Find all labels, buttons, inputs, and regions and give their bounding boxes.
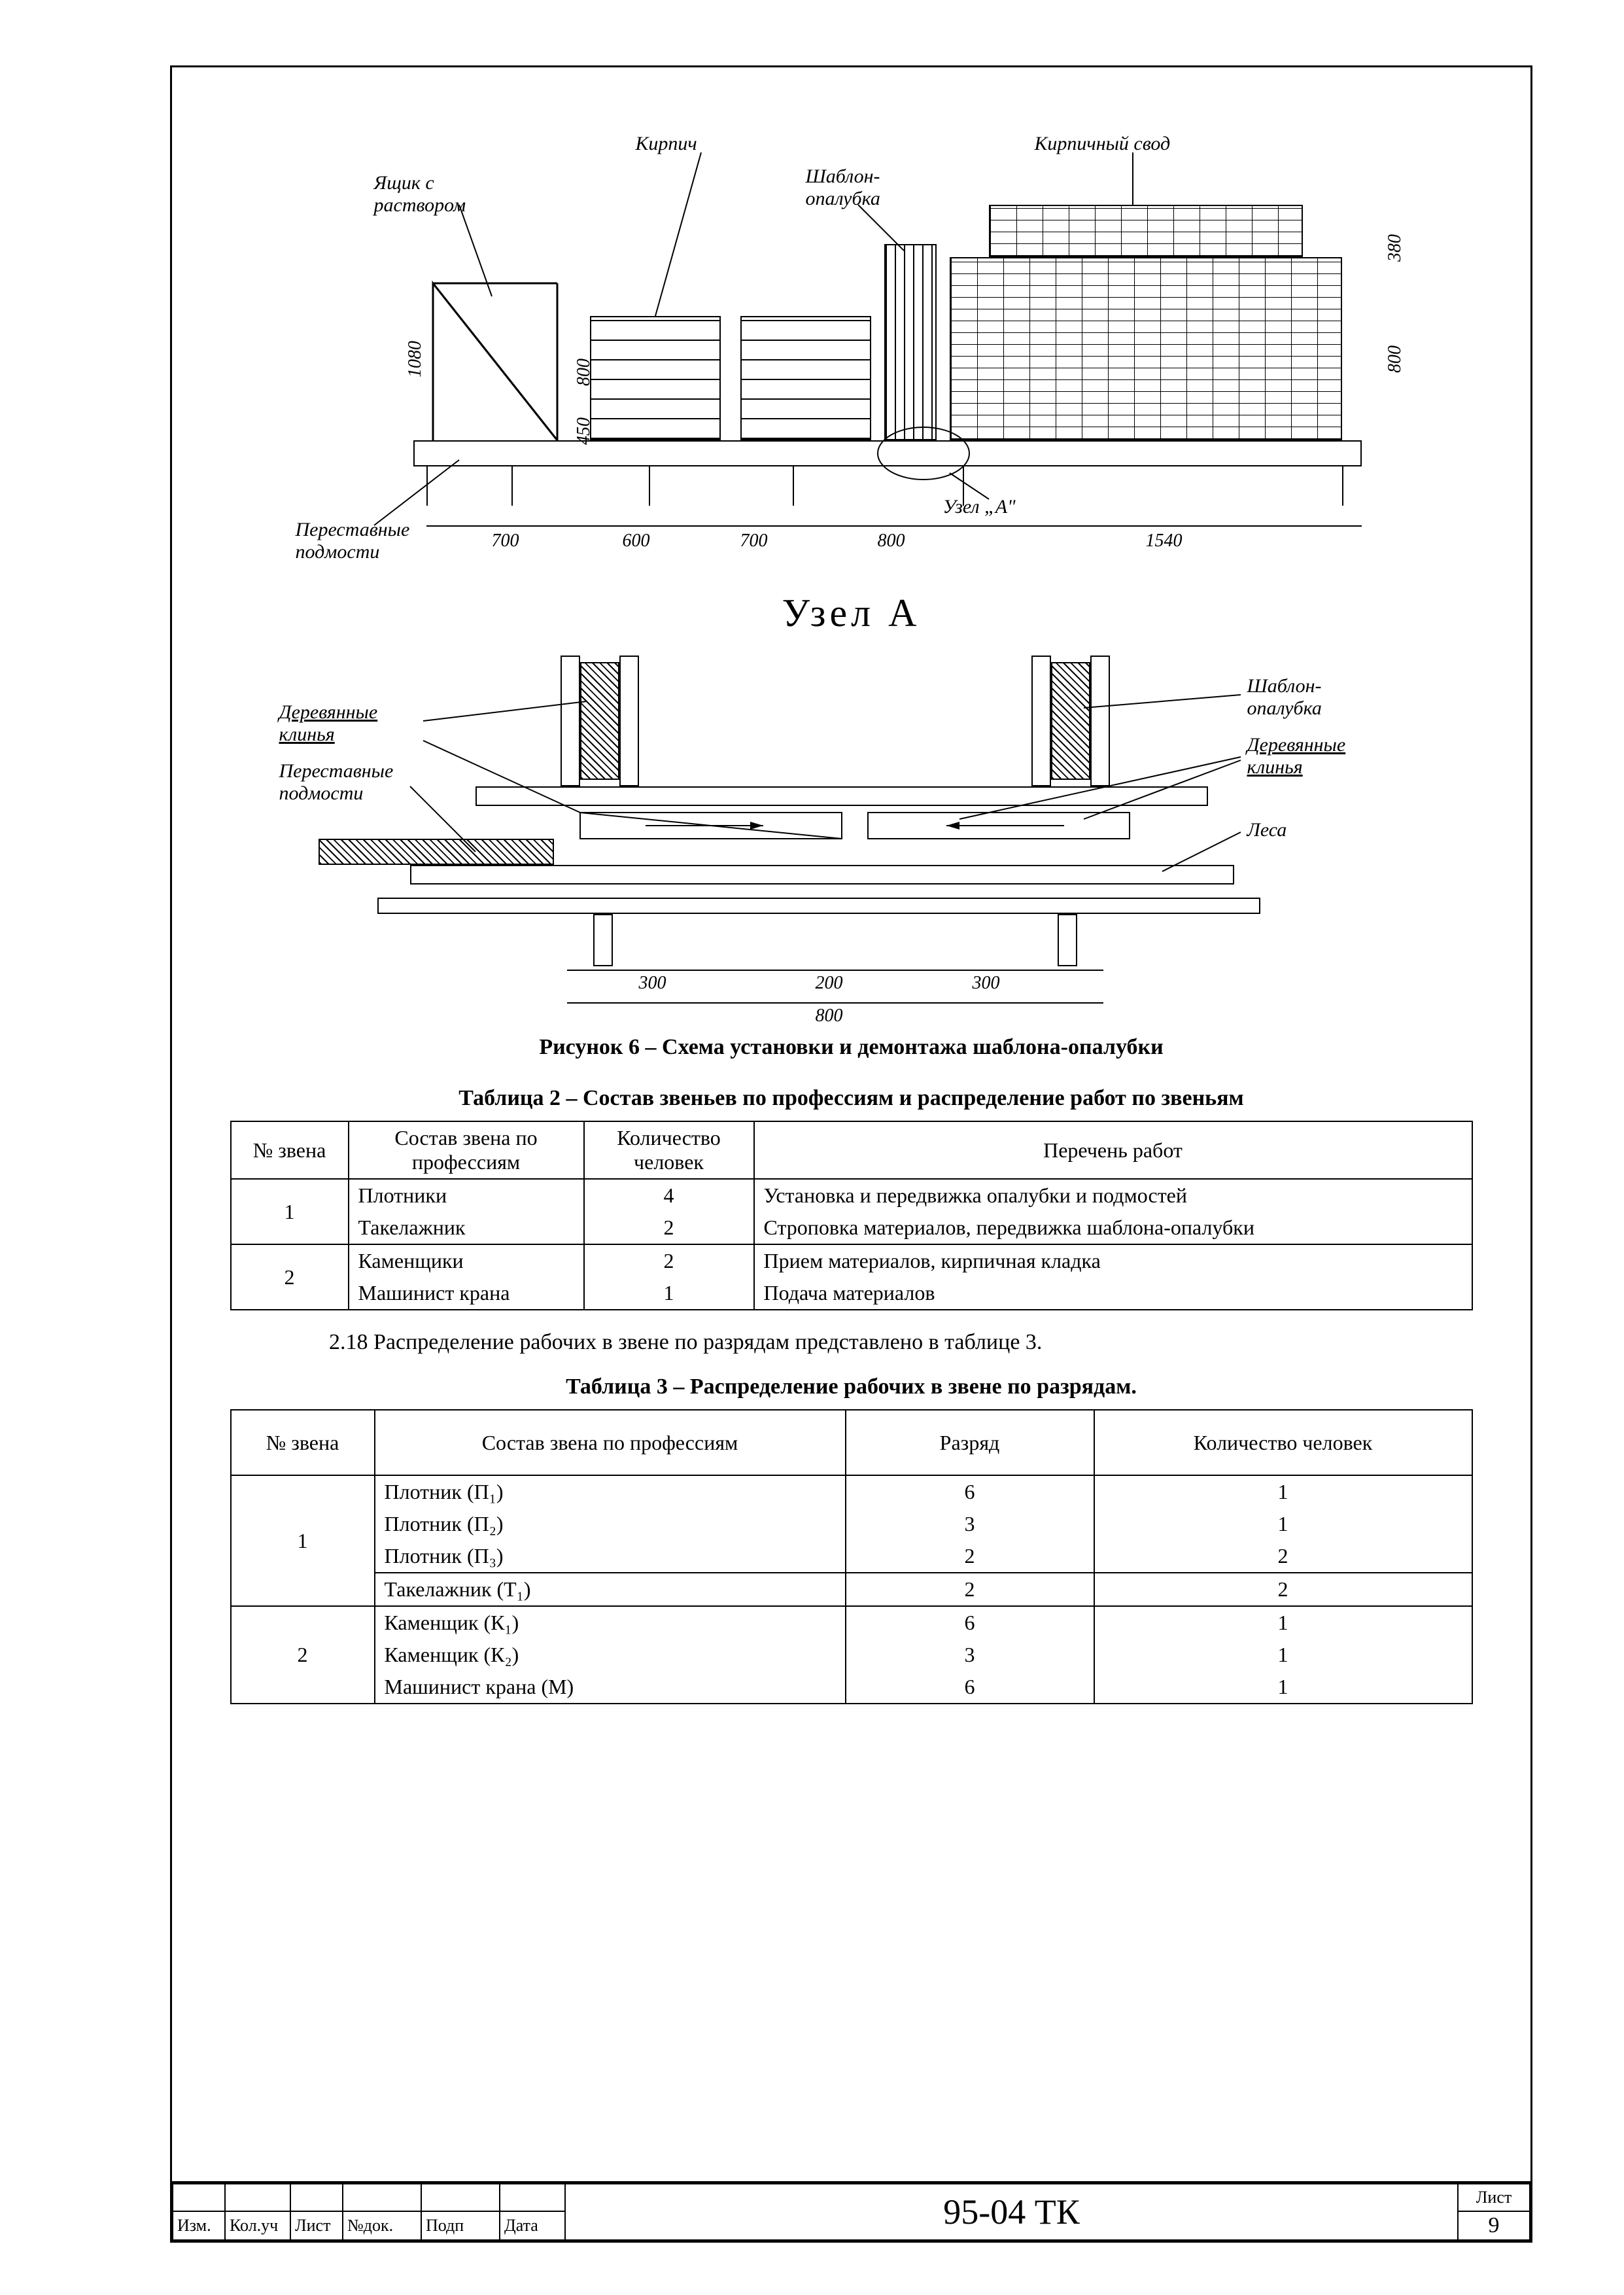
tb-cell: Дата: [500, 2211, 565, 2240]
th: Состав звена по профессиям: [375, 1410, 846, 1475]
td: Плотники: [349, 1179, 584, 1212]
td: 1: [1094, 1508, 1472, 1540]
td: 2: [231, 1606, 375, 1704]
table-row: Такелажник 2 Строповка материалов, перед…: [231, 1212, 1472, 1244]
table-row: № звена Состав звена по профессиям Колич…: [231, 1121, 1472, 1179]
td: Такелажник (Т₁): [375, 1573, 846, 1606]
td: 2: [231, 1244, 349, 1310]
td: 1: [584, 1277, 754, 1310]
td: 2: [1094, 1573, 1472, 1606]
tb-cell: [225, 2184, 290, 2211]
table-row: Машинист крана (М) 6 1: [231, 1671, 1472, 1704]
figure-1: Кирпич Кирпичный свод Ящик с раствором Ш…: [296, 133, 1408, 578]
td: Машинист крана: [349, 1277, 584, 1310]
tb-cell: [421, 2184, 500, 2211]
th: Разряд: [846, 1410, 1094, 1475]
th: Количество человек: [584, 1121, 754, 1179]
td: 1: [231, 1475, 375, 1606]
td: 2: [584, 1212, 754, 1244]
td: Прием материалов, кирпичная кладка: [754, 1244, 1472, 1277]
paragraph-218: 2.18 Распределение рабочих в звене по ра…: [290, 1330, 1452, 1355]
th: № звена: [231, 1121, 349, 1179]
table-row: Такелажник (Т₁) 2 2: [231, 1573, 1472, 1606]
inner-frame: Кирпич Кирпичный свод Ящик с раствором Ш…: [170, 65, 1532, 2243]
page-label: Лист: [1458, 2184, 1530, 2211]
td: 6: [846, 1606, 1094, 1639]
td: Каменщики: [349, 1244, 584, 1277]
table2-title: Таблица 2 – Состав звеньев по профессиям…: [211, 1086, 1491, 1111]
tb-cell: Кол.уч: [225, 2211, 290, 2240]
tb-cell: [500, 2184, 565, 2211]
tb-cell: Лист: [290, 2211, 343, 2240]
td: 2: [846, 1573, 1094, 1606]
table3-title: Таблица 3 – Распределение рабочих в звен…: [211, 1375, 1491, 1399]
tb-cell: [173, 2184, 225, 2211]
tb-cell: [343, 2184, 421, 2211]
uzel-a-title: Узел А: [211, 591, 1491, 636]
table-row: 95-04 ТК Лист: [173, 2184, 1530, 2211]
figure-caption: Рисунок 6 – Схема установки и демонтажа …: [211, 1035, 1491, 1060]
td: 2: [1094, 1540, 1472, 1573]
leaders2-icon: [279, 649, 1424, 1015]
title-block-table: 95-04 ТК Лист Изм. Кол.уч Лист №док. Под…: [172, 2183, 1530, 2241]
leader-lines-icon: [296, 133, 1408, 578]
tb-cell: Подп: [421, 2211, 500, 2240]
td: 1: [1094, 1606, 1472, 1639]
td: 3: [846, 1508, 1094, 1540]
figure-2: Деревянные клинья Переставные подмости Ш…: [279, 649, 1424, 1015]
th: Количество человек: [1094, 1410, 1472, 1475]
td: 1: [1094, 1671, 1472, 1704]
table-row: Плотник (П₂) 3 1: [231, 1508, 1472, 1540]
table-row: Каменщик (К₂) 3 1: [231, 1639, 1472, 1671]
td: Подача материалов: [754, 1277, 1472, 1310]
td: Плотник (П₂): [375, 1508, 846, 1540]
td: 2: [584, 1244, 754, 1277]
td: 3: [846, 1639, 1094, 1671]
td: Такелажник: [349, 1212, 584, 1244]
td: 1: [1094, 1639, 1472, 1671]
page-number: 9: [1458, 2211, 1530, 2240]
table-row: 2 Каменщики 2 Прием материалов, кирпична…: [231, 1244, 1472, 1277]
table-2: № звена Состав звена по профессиям Колич…: [230, 1121, 1473, 1310]
table-row: 2 Каменщик (К₁) 6 1: [231, 1606, 1472, 1639]
td: 6: [846, 1671, 1094, 1704]
th: Состав звена по профессиям: [349, 1121, 584, 1179]
td: Установка и передвижка опалубки и подмос…: [754, 1179, 1472, 1212]
td: Каменщик (К₂): [375, 1639, 846, 1671]
page: Инв.№ подл. Подпись и дата Взам.инв. № К…: [0, 0, 1624, 2295]
td: Плотник (П₃): [375, 1540, 846, 1573]
td: Плотник (П₁): [375, 1475, 846, 1508]
table-3: № звена Состав звена по профессиям Разря…: [230, 1409, 1473, 1704]
doc-code: 95-04 ТК: [565, 2184, 1458, 2240]
tb-cell: [290, 2184, 343, 2211]
th: Перечень работ: [754, 1121, 1472, 1179]
tb-cell: №док.: [343, 2211, 421, 2240]
td: 6: [846, 1475, 1094, 1508]
table-row: Машинист крана 1 Подача материалов: [231, 1277, 1472, 1310]
table-row: № звена Состав звена по профессиям Разря…: [231, 1410, 1472, 1475]
td: Каменщик (К₁): [375, 1606, 846, 1639]
td: 4: [584, 1179, 754, 1212]
td: Строповка материалов, передвижка шаблона…: [754, 1212, 1472, 1244]
td: 1: [231, 1179, 349, 1244]
td: 2: [846, 1540, 1094, 1573]
title-block: 95-04 ТК Лист Изм. Кол.уч Лист №док. Под…: [172, 2181, 1530, 2241]
table-row: Плотник (П₃) 2 2: [231, 1540, 1472, 1573]
tb-cell: Изм.: [173, 2211, 225, 2240]
td: Машинист крана (М): [375, 1671, 846, 1704]
td: 1: [1094, 1475, 1472, 1508]
table-row: 1 Плотники 4 Установка и передвижка опал…: [231, 1179, 1472, 1212]
th: № звена: [231, 1410, 375, 1475]
table-row: 1 Плотник (П₁) 6 1: [231, 1475, 1472, 1508]
